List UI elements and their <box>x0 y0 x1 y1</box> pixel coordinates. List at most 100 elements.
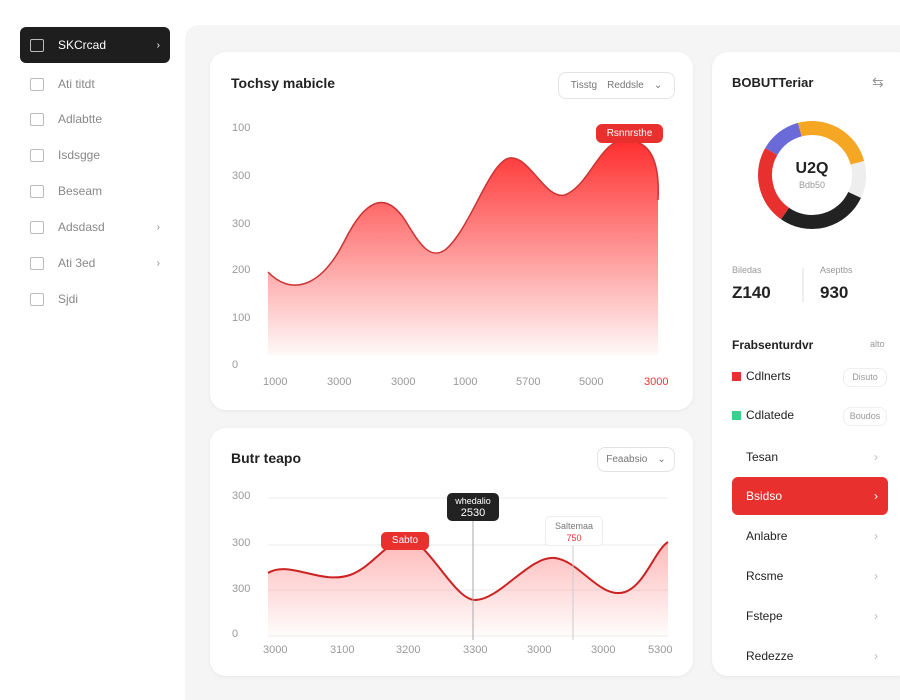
section-title: Frabsenturdvr <box>732 338 814 352</box>
chevron: › <box>156 221 160 233</box>
donut-segment <box>758 148 790 220</box>
chevron: › <box>874 569 878 583</box>
legend-swatch <box>732 372 741 381</box>
nav-item[interactable]: Ati 3ed › <box>20 245 170 281</box>
y-tick-label: 300 <box>232 218 251 230</box>
y-tick-label: 200 <box>232 264 251 276</box>
nav-icon <box>30 38 44 52</box>
nav-icon <box>30 77 44 91</box>
legend-tag: Disuto <box>843 368 887 387</box>
panel-title: BOBUTTeriar <box>732 75 814 90</box>
donut-segment <box>848 160 866 198</box>
nav-item[interactable]: Beseam <box>20 173 170 209</box>
nav-item[interactable]: Adsdasd › <box>20 209 170 245</box>
nav-icon <box>30 112 44 126</box>
x-tick-label: 5300 <box>648 644 673 656</box>
x-tick-label: 3000 <box>591 644 616 656</box>
list-label: Anlabre <box>746 529 788 543</box>
y-tick-label: 300 <box>232 537 251 549</box>
stat-label: Aseptbs <box>820 265 853 275</box>
y-tick-label: 300 <box>232 490 251 502</box>
x-tick-label: 3200 <box>396 644 421 656</box>
area-line <box>267 538 669 602</box>
y-tick-label: 100 <box>232 122 251 134</box>
nav-icon <box>30 184 44 198</box>
badge: Rsnnrsthe <box>596 124 663 143</box>
y-tick-label: 300 <box>232 170 251 182</box>
chevron: › <box>874 529 878 543</box>
y-tick-label: 300 <box>232 583 251 595</box>
panel-icon: ⇆ <box>872 74 884 90</box>
x-tick-label: 3100 <box>330 644 355 656</box>
list-label: Tesan <box>746 450 779 464</box>
x-tick-label: 5700 <box>516 376 541 388</box>
x-tick-label: 3300 <box>463 644 488 656</box>
nav-icon <box>30 220 44 234</box>
x-tick-label: 3000 <box>263 644 288 656</box>
donut-segment <box>797 121 865 165</box>
list-label: Bsidso <box>746 489 783 503</box>
stat-label: Biledas <box>732 265 762 275</box>
area <box>268 140 659 355</box>
chevron: › <box>874 649 878 663</box>
list-item[interactable]: Redezze › <box>732 637 888 675</box>
nav-label: Ati titdt <box>58 77 95 91</box>
chevron: ⌄ <box>653 80 663 91</box>
legend-label: Cdlatede <box>746 408 795 422</box>
list-item[interactable]: Fstepe › <box>732 597 888 635</box>
list-item[interactable]: Tesan › <box>732 438 888 476</box>
x-tick-label: 3000 <box>391 376 416 388</box>
chevron: › <box>156 257 160 269</box>
tooltip-label: whedalio <box>455 496 491 506</box>
legend-swatch <box>732 411 741 420</box>
chevron: ⌄ <box>657 454 666 465</box>
chart-title: Tochsy mabicle <box>231 75 336 91</box>
legend-label: Cdlnerts <box>746 369 791 383</box>
x-tick-label: 3000 <box>644 376 669 388</box>
x-tick-label: 5000 <box>579 376 604 388</box>
chart-title: Butr teapo <box>231 450 301 466</box>
tooltip: whedalio 2530 <box>447 493 499 521</box>
tooltip: Saltemaa 750 <box>545 516 603 546</box>
nav-icon <box>30 148 44 162</box>
nav-item[interactable]: Sjdi <box>20 281 170 317</box>
x-tick-label: 3000 <box>327 376 352 388</box>
nav-label: Isdsgge <box>58 148 101 162</box>
nav-item[interactable]: Ati titdt <box>20 66 170 102</box>
chevron: › <box>874 450 878 464</box>
donut-value: U2Q <box>795 160 829 177</box>
nav-item[interactable]: Adlabtte <box>20 101 170 137</box>
list-item[interactable]: Anlabre › <box>732 517 888 555</box>
legend-tag: Boudos <box>843 407 887 426</box>
stat-value: Z140 <box>732 283 771 302</box>
donut-segment <box>780 191 861 230</box>
filter-text: Feaabsio <box>606 454 648 465</box>
area-line <box>267 139 659 286</box>
badge: Sabto <box>381 532 429 550</box>
y-tick-label: 0 <box>232 628 239 640</box>
filter-dropdown[interactable]: Feaabsio ⌄ <box>597 447 675 472</box>
donut <box>758 121 866 230</box>
filter-dropdown[interactable]: Tisstg Reddsle ⌄ <box>558 72 675 99</box>
list-item[interactable]: Rcsme › <box>732 557 888 595</box>
nav-item[interactable]: Isdsgge <box>20 137 170 173</box>
list-item[interactable]: Bsidso › <box>732 477 888 515</box>
side-panel <box>712 52 900 676</box>
nav-icon <box>30 256 44 270</box>
nav-label: Beseam <box>58 184 103 198</box>
filter-text: Tisstg <box>570 80 598 91</box>
x-tick-label: 1000 <box>263 376 288 388</box>
section-link: alto <box>870 339 885 349</box>
nav-item[interactable]: SKCrcad › <box>20 27 170 63</box>
y-tick-label: 100 <box>232 312 251 324</box>
donut-segment <box>765 122 802 156</box>
tooltip-value: 750 <box>566 533 582 543</box>
chevron: › <box>874 489 878 503</box>
list-label: Redezze <box>746 649 794 663</box>
y-tick-label: 0 <box>232 359 239 371</box>
x-tick-label: 3000 <box>527 644 552 656</box>
stat-value: 930 <box>820 283 849 302</box>
list-label: Fstepe <box>746 609 783 623</box>
